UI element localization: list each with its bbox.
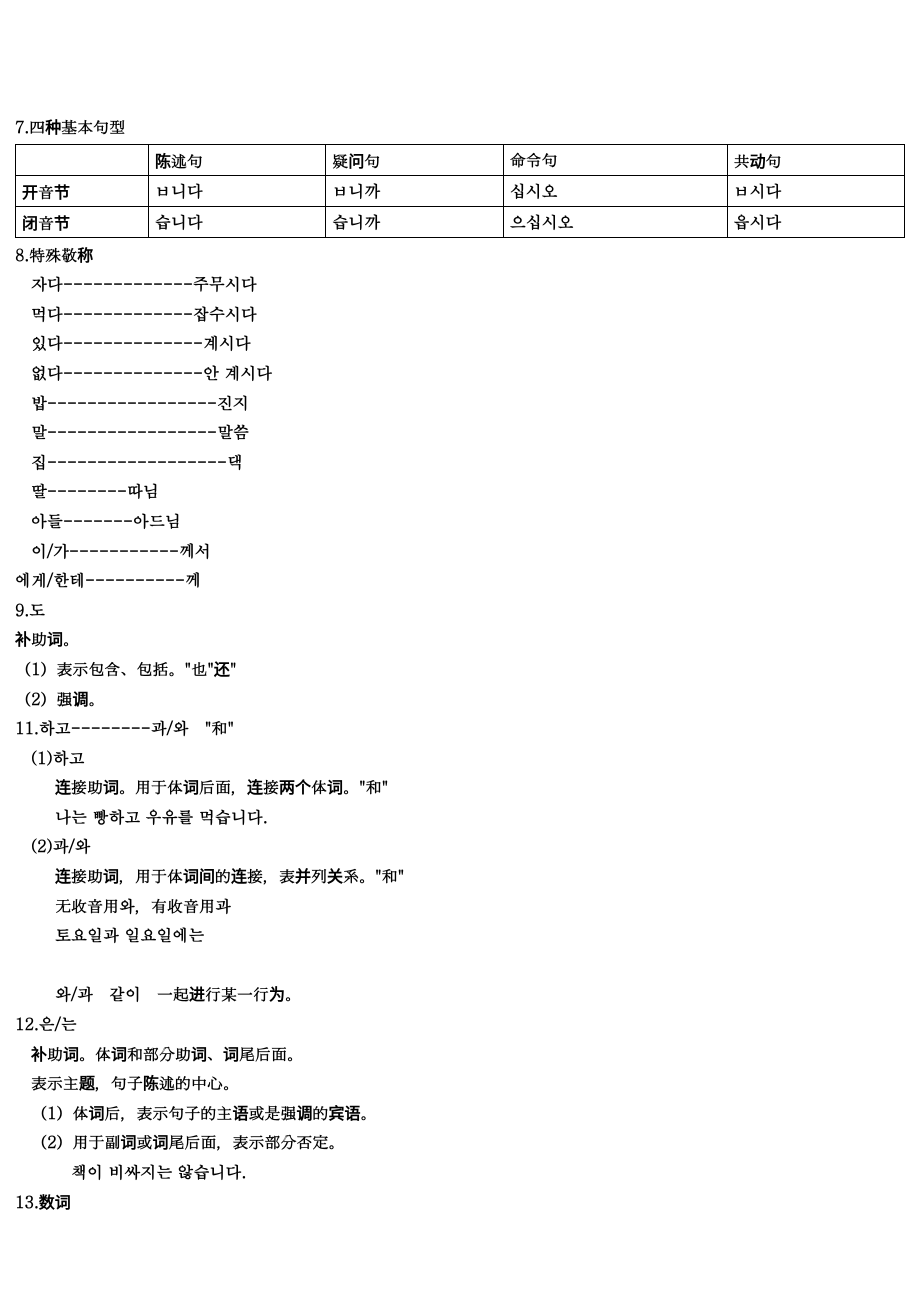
paragraph-line: 补助词。 — [15, 626, 905, 652]
table-cell: ㅂ니까 — [326, 175, 503, 206]
paragraph-line: 连接助词，用于体词间的连接，表并列关系。"和" — [15, 863, 905, 889]
table-cell: 습니까 — [326, 206, 503, 237]
paragraph-line: 와/과 같이 一起进行某一行为。 — [15, 981, 905, 1007]
document-page: 7.四种基本句型 陈述句 疑问句 命令句 共动句 开音节 ㅂ니다 ㅂ니까 십시오… — [0, 0, 920, 1308]
table-cell: 습니다 — [149, 206, 326, 237]
table-row: 开音节 ㅂ니다 ㅂ니까 십시오 ㅂ시다 — [16, 175, 905, 206]
table-cell: 开音节 — [16, 175, 149, 206]
table-cell: ㅂ시다 — [727, 175, 904, 206]
table-cell: 命令句 — [503, 144, 727, 175]
section-11-title: 11.하고--------과/와 "和" — [15, 715, 905, 741]
section-9-title: 9.도 — [15, 597, 905, 623]
table-row: 陈述句 疑问句 命令句 共动句 — [16, 144, 905, 175]
table-cell: 십시오 — [503, 175, 727, 206]
example-line: 나는 빵하고 우유를 먹습니다. — [15, 804, 905, 830]
honorific-line: 밥-----------------진지 — [15, 390, 905, 416]
honorific-line: 있다--------------계시다 — [15, 330, 905, 356]
example-line: 책이 비싸지는 않습니다. — [15, 1159, 905, 1185]
section-12-title: 12.은/는 — [15, 1011, 905, 1037]
table-cell: 疑问句 — [326, 144, 503, 175]
honorific-line: 딸--------따님 — [15, 478, 905, 504]
table-cell: 闭音节 — [16, 206, 149, 237]
paragraph-line: 连接助词。用于体词后面，连接两个体词。"和" — [15, 774, 905, 800]
honorific-line: 없다--------------안 계시다 — [15, 360, 905, 386]
table-cell: 읍시다 — [727, 206, 904, 237]
table-cell: 共动句 — [727, 144, 904, 175]
honorific-line: 에게/한테----------께 — [15, 567, 905, 593]
table-cell — [16, 144, 149, 175]
table-cell: 陈述句 — [149, 144, 326, 175]
honorific-line: 먹다-------------잡수시다 — [15, 301, 905, 327]
example-line: 토요일과 일요일에는 — [15, 922, 905, 948]
paragraph-line: （1）体词后，表示句子的主语或是强调的宾语。 — [15, 1100, 905, 1126]
honorific-line: 이/가-----------께서 — [15, 538, 905, 564]
section-7-title: 7.四种基本句型 — [15, 114, 905, 140]
subsection-title: (2)과/와 — [15, 833, 905, 859]
paragraph-line: 无收音用와，有收音用과 — [15, 893, 905, 919]
paragraph-line: （1）表示包含、包括。"也"还" — [15, 656, 905, 682]
blank-line — [15, 952, 905, 978]
sentence-type-table: 陈述句 疑问句 命令句 共动句 开音节 ㅂ니다 ㅂ니까 십시오 ㅂ시다 闭音节 … — [15, 144, 905, 238]
paragraph-line: （2）强调。 — [15, 686, 905, 712]
honorific-line: 자다-------------주무시다 — [15, 271, 905, 297]
subsection-title: (1)하고 — [15, 745, 905, 771]
table-cell: 으십시오 — [503, 206, 727, 237]
honorific-line: 집------------------댁 — [15, 449, 905, 475]
table-row: 闭音节 습니다 습니까 으십시오 읍시다 — [16, 206, 905, 237]
table-cell: ㅂ니다 — [149, 175, 326, 206]
paragraph-line: （2）用于副词或词尾后面，表示部分否定。 — [15, 1129, 905, 1155]
paragraph-line: 表示主题，句子陈述的中心。 — [15, 1070, 905, 1096]
section-13-title: 13.数词 — [15, 1189, 905, 1215]
honorific-line: 아들-------아드님 — [15, 508, 905, 534]
paragraph-line: 补助词。体词和部分助词、词尾后面。 — [15, 1041, 905, 1067]
honorific-line: 말-----------------말씀 — [15, 419, 905, 445]
section-8-title: 8.特殊敬称 — [15, 242, 905, 268]
